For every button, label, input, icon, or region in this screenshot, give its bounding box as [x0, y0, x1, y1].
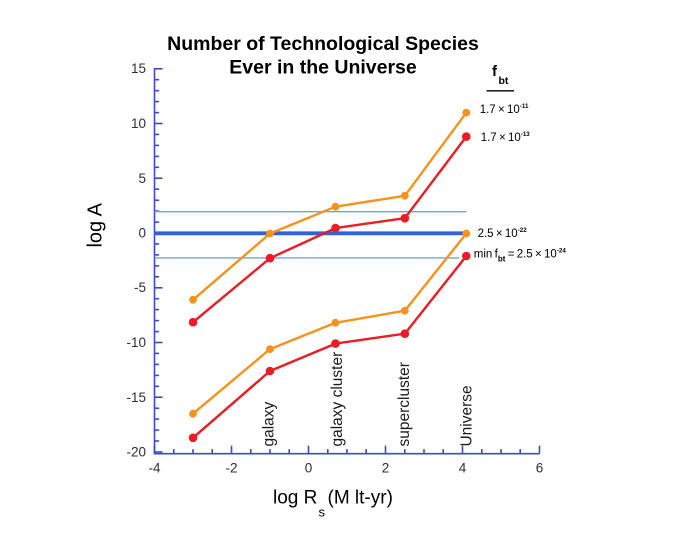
svg-text:-4: -4 — [148, 461, 160, 476]
svg-text:Universe: Universe — [458, 385, 475, 446]
svg-text:bt: bt — [499, 75, 509, 87]
svg-text:15: 15 — [131, 61, 146, 76]
svg-text:-15: -15 — [126, 390, 146, 405]
svg-text:5: 5 — [138, 171, 146, 186]
svg-text:f: f — [492, 63, 498, 80]
svg-text:Ever in the Universe: Ever in the Universe — [229, 57, 417, 79]
svg-text:2.5 × 10-22: 2.5 × 10-22 — [478, 227, 528, 240]
svg-text:10: 10 — [131, 116, 146, 131]
svg-text:galaxy cluster: galaxy cluster — [329, 352, 346, 447]
svg-text:Number of Technological Specie: Number of Technological Species — [167, 33, 479, 55]
svg-text:galaxy: galaxy — [260, 401, 277, 446]
svg-text:1.7 × 10-11: 1.7 × 10-11 — [480, 103, 529, 116]
svg-text:-2: -2 — [225, 461, 237, 476]
svg-text:s: s — [319, 505, 326, 520]
svg-text:log R: log R — [273, 488, 317, 509]
svg-text:4: 4 — [459, 461, 467, 476]
svg-text:6: 6 — [536, 461, 544, 476]
svg-text:2: 2 — [382, 461, 390, 476]
svg-text:-10: -10 — [126, 335, 146, 350]
svg-text:1.7 × 10-13: 1.7 × 10-13 — [481, 131, 531, 144]
svg-text:log A: log A — [85, 202, 107, 247]
svg-text:-20: -20 — [126, 445, 146, 460]
svg-text:(M lt-yr): (M lt-yr) — [328, 488, 393, 509]
svg-text:min fbt = 2.5 × 10-24: min fbt = 2.5 × 10-24 — [474, 247, 567, 263]
svg-text:0: 0 — [305, 461, 313, 476]
svg-text:0: 0 — [138, 226, 146, 241]
svg-text:supercluster: supercluster — [396, 362, 413, 446]
svg-text:-5: -5 — [134, 280, 146, 295]
